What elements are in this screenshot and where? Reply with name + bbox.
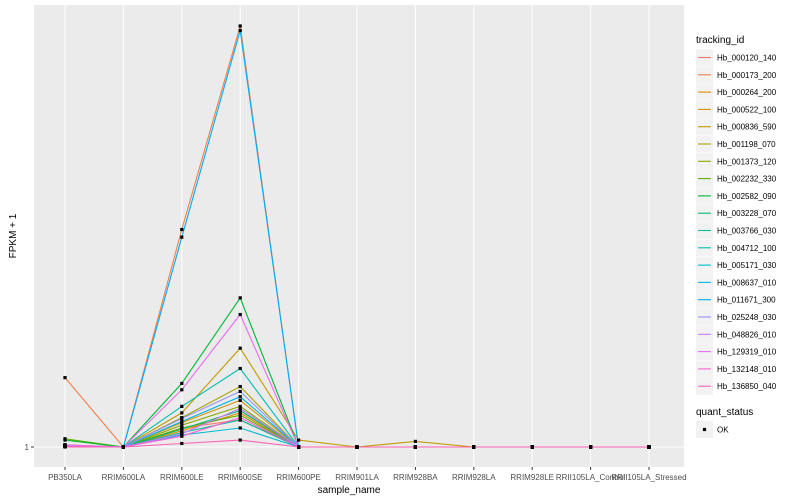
data-point xyxy=(238,398,242,403)
data-point xyxy=(238,24,242,28)
legend-label: Hb_003766_030 xyxy=(717,227,777,236)
data-point xyxy=(180,235,184,239)
data-point xyxy=(238,413,242,417)
y-axis: 1 xyxy=(25,443,34,452)
x-axis: PB350LA RRIM600LA RRIM600LE RRIM600SE RRIM60… xyxy=(48,467,687,482)
data-point xyxy=(413,445,417,449)
data-point xyxy=(238,346,242,350)
x-tick-label: RRIM901LA xyxy=(335,473,379,482)
legend-label: Hb_132148_010 xyxy=(717,365,777,374)
legend-items: Hb_000120_140 Hb_000173_200 Hb_000264_200 H… xyxy=(696,49,777,395)
data-point xyxy=(238,415,242,420)
data-point xyxy=(238,409,242,413)
x-tick-label: RRIM600PE xyxy=(276,473,320,482)
data-point xyxy=(63,438,67,442)
data-point xyxy=(238,404,242,408)
data-point xyxy=(180,427,184,431)
data-point xyxy=(180,429,184,433)
data-point xyxy=(180,441,184,446)
legend-label: Hb_001373_120 xyxy=(717,157,777,166)
data-point xyxy=(180,227,184,232)
x-tick-label: PB350LA xyxy=(48,473,82,482)
data-point xyxy=(63,376,67,380)
data-point xyxy=(238,384,242,389)
y-tick-label: 1 xyxy=(25,443,30,452)
data-point xyxy=(472,445,476,449)
legend: tracking_id Hb_000120_140Hb_000173_200Hb… xyxy=(696,35,777,438)
data-point xyxy=(180,416,184,421)
legend-label: Hb_002232_330 xyxy=(717,175,777,184)
legend-label: Hb_129319_010 xyxy=(717,348,777,357)
data-point xyxy=(180,388,184,392)
legend-label: Hb_000173_200 xyxy=(717,71,777,80)
legend-title: tracking_id xyxy=(696,35,744,46)
data-point xyxy=(238,406,242,411)
legend-label: Hb_005171_030 xyxy=(717,261,777,270)
data-point xyxy=(413,439,417,444)
data-point xyxy=(180,434,184,438)
data-point xyxy=(238,418,242,422)
data-point xyxy=(180,423,184,427)
grid-lines xyxy=(34,5,684,467)
x-tick-label: RRIM928LA xyxy=(452,473,496,482)
x-axis-title: sample_name xyxy=(318,485,381,496)
data-points xyxy=(63,24,651,449)
legend-label: Hb_011671_300 xyxy=(717,296,776,305)
data-point xyxy=(180,432,184,436)
data-point xyxy=(63,445,67,449)
data-point xyxy=(180,411,184,415)
legend-label: Hb_048826_010 xyxy=(717,330,777,339)
x-tick-label: RRIM600LA xyxy=(102,473,146,482)
legend-label: Hb_000836_590 xyxy=(717,123,777,132)
data-point xyxy=(180,404,184,408)
data-point xyxy=(238,411,242,415)
x-tick-label: RRIM928BA xyxy=(393,473,438,482)
quant-legend-label: OK xyxy=(717,426,729,435)
legend-label: Hb_001198_070 xyxy=(717,140,776,149)
quant-legend-items: OK xyxy=(696,421,729,438)
data-point xyxy=(297,438,301,442)
y-axis-title: FPKM + 1 xyxy=(8,213,19,258)
x-tick-label: RRIM600SE xyxy=(218,473,262,482)
data-point xyxy=(238,28,242,33)
data-point xyxy=(238,395,242,399)
x-tick-label: RRII105LA_Control xyxy=(556,473,626,482)
legend-label: Hb_025248_030 xyxy=(717,313,777,322)
data-point xyxy=(355,445,359,449)
legend-label: Hb_002582_090 xyxy=(717,192,777,201)
legend-label: Hb_004712_100 xyxy=(717,244,777,253)
data-point xyxy=(530,445,534,449)
x-tick-label: RRII105LA_Stressed xyxy=(611,473,686,482)
legend-label: Hb_000264_200 xyxy=(717,88,777,97)
legend-label: Hb_000522_100 xyxy=(717,105,777,114)
legend-label: Hb_136850_040 xyxy=(717,382,777,391)
quant-key-point xyxy=(702,427,707,432)
legend-label: Hb_008637_010 xyxy=(717,278,777,287)
quant-legend-title: quant_status xyxy=(696,407,753,418)
data-point xyxy=(647,445,651,449)
data-point xyxy=(238,426,242,430)
data-point xyxy=(238,438,242,442)
legend-label: Hb_000120_140 xyxy=(717,54,777,63)
data-point xyxy=(238,389,242,394)
x-tick-label: RRIM928LE xyxy=(510,473,554,482)
data-point xyxy=(297,445,301,449)
data-point xyxy=(121,445,125,449)
data-point xyxy=(238,312,242,317)
data-point xyxy=(180,419,184,424)
data-point xyxy=(180,381,184,386)
legend-label: Hb_003228_070 xyxy=(717,209,777,218)
x-tick-label: RRIM600LE xyxy=(160,473,204,482)
data-point xyxy=(589,445,593,449)
data-point xyxy=(238,296,242,300)
plot-panel xyxy=(34,5,684,467)
data-point xyxy=(238,366,242,371)
